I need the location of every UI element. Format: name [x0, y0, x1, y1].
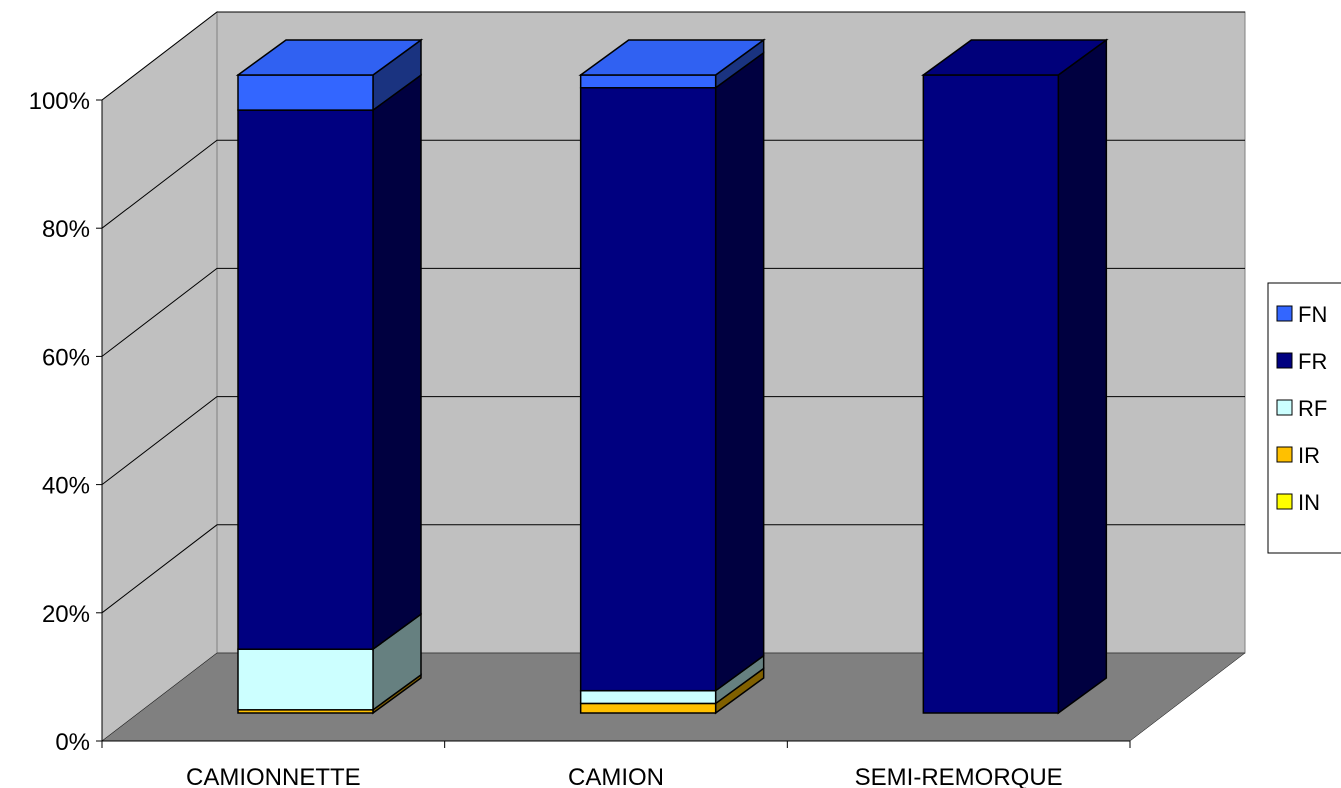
- bar-segment-top: [235, 39, 424, 76]
- bar-segment-side: [372, 73, 422, 651]
- y-tick-label-1: 20%: [42, 601, 90, 628]
- legend-swatch-in: [1276, 493, 1293, 510]
- gridline-2: [101, 396, 1245, 485]
- legend: FN FR RF IR IN: [1267, 282, 1341, 554]
- bar-stack-semi-remorque: [921, 38, 1109, 715]
- legend-swatch-rf: [1276, 399, 1293, 416]
- side-wall: [101, 10, 218, 743]
- bar-segment-camion-ir: [579, 666, 765, 715]
- legend-label-ir: IR: [1298, 443, 1320, 468]
- bar-segment-front: [237, 74, 374, 111]
- gridline-1: [101, 524, 1245, 614]
- bar-segment-camionnette-fn: [235, 38, 424, 112]
- bar-segment-front: [579, 702, 717, 714]
- gridline-4: [101, 139, 1245, 229]
- bar-segment-front: [922, 74, 1060, 714]
- bars: [235, 38, 1109, 715]
- bar-stack-camion: [578, 38, 766, 715]
- x-category-label-camionnette: CAMIONNETTE: [186, 764, 361, 788]
- y-tick-label-4: 80%: [42, 216, 90, 243]
- gridline-5: [101, 11, 1245, 101]
- bar-segment-front: [237, 648, 374, 711]
- x-category-label-camion: CAMION: [568, 764, 664, 788]
- legend-label-rf: RF: [1298, 396, 1327, 421]
- bar-segment-front: [579, 87, 717, 692]
- y-tick-label-0: 0%: [55, 729, 90, 756]
- legend-swatch-fn: [1276, 305, 1293, 322]
- bar-segment-camionnette-fr: [237, 73, 422, 651]
- legend-swatch-ir: [1276, 446, 1293, 463]
- gridlines: [101, 11, 1245, 614]
- legend-label-in: IN: [1298, 490, 1320, 515]
- bar-segment-top: [578, 39, 766, 76]
- bar-segment-camion-fn: [578, 38, 766, 90]
- bar-segment-semi-remorque-fr: [921, 38, 1109, 715]
- bar-segment-side: [714, 51, 765, 693]
- legend-label-fr: FR: [1298, 349, 1327, 374]
- gridline-3: [101, 267, 1245, 357]
- y-tick-label-5: 100%: [29, 88, 90, 115]
- bar-segment-top: [921, 39, 1109, 76]
- x-category-label-semi-remorque: SEMI-REMORQUE: [855, 764, 1063, 788]
- bar-segment-front: [237, 109, 374, 650]
- y-tick-label-3: 60%: [42, 344, 90, 371]
- bar-segment-front: [579, 74, 717, 89]
- x-axis: CAMIONNETTE CAMION SEMI-REMORQUE: [101, 740, 1131, 788]
- bar-stack-camionnette: [235, 38, 424, 715]
- legend-label-fn: FN: [1298, 302, 1327, 327]
- bar-segment-camionnette-rf: [237, 612, 422, 712]
- bar-segment-front: [579, 689, 717, 705]
- legend-swatch-fr: [1276, 352, 1293, 369]
- bar-segment-side: [1057, 38, 1108, 715]
- bar-segment-camion-fr: [579, 51, 765, 693]
- y-axis: 0% 20% 40% 60% 80% 100%: [29, 88, 103, 756]
- y-tick-label-2: 40%: [42, 473, 90, 500]
